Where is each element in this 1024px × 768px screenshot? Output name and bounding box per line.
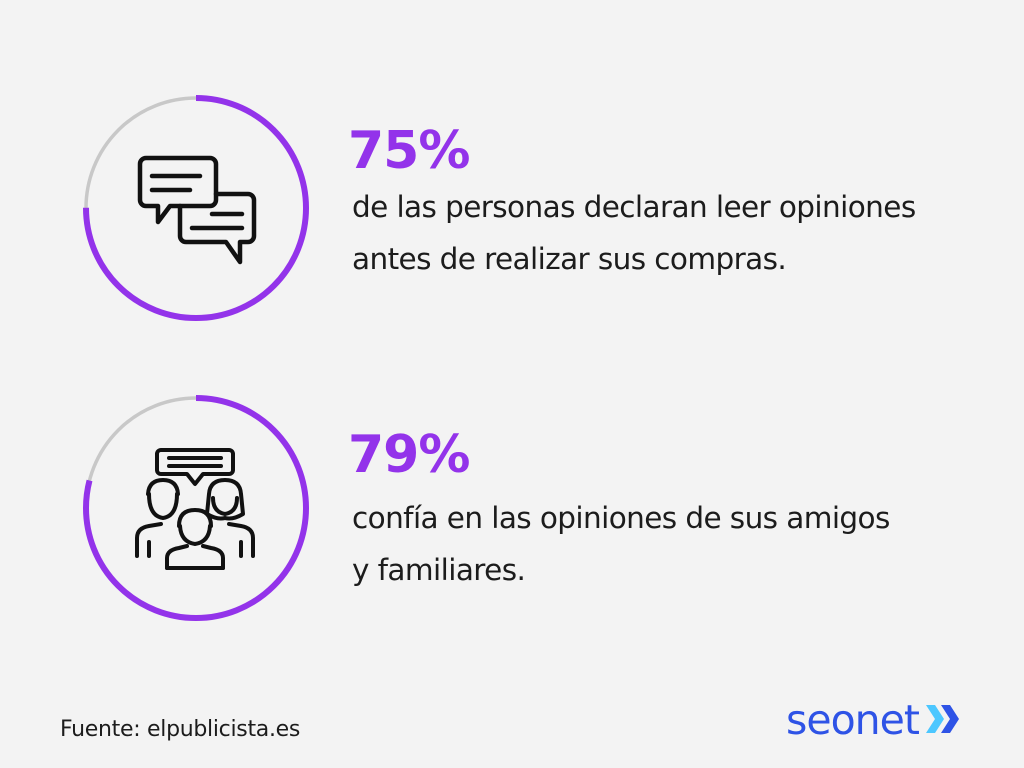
family-group-icon — [133, 446, 257, 576]
seonet-logo: seonet — [786, 700, 962, 741]
stat-description-line: antes de realizar sus compras. — [352, 242, 787, 276]
stat-value: 75% — [348, 121, 470, 181]
ring-arc — [83, 395, 309, 621]
stat-description: de las personas declaran leer opiniones … — [352, 181, 916, 285]
stat-description-line: y familiares. — [352, 553, 526, 587]
progress-ring — [83, 95, 309, 321]
source-caption: Fuente: elpublicista.es — [60, 717, 301, 742]
logo-wordmark: seonet — [786, 696, 920, 744]
stat-description-line: de las personas declaran leer opiniones — [352, 190, 916, 224]
progress-ring — [83, 395, 309, 621]
stat-description: confía en las opiniones de sus amigos y … — [352, 492, 890, 596]
stat-description-line: confía en las opiniones de sus amigos — [352, 501, 890, 535]
stat-value: 79% — [348, 425, 470, 485]
double-chevron-icon — [924, 702, 962, 740]
ring-arc — [83, 95, 309, 321]
chat-bubbles-icon — [136, 152, 258, 272]
